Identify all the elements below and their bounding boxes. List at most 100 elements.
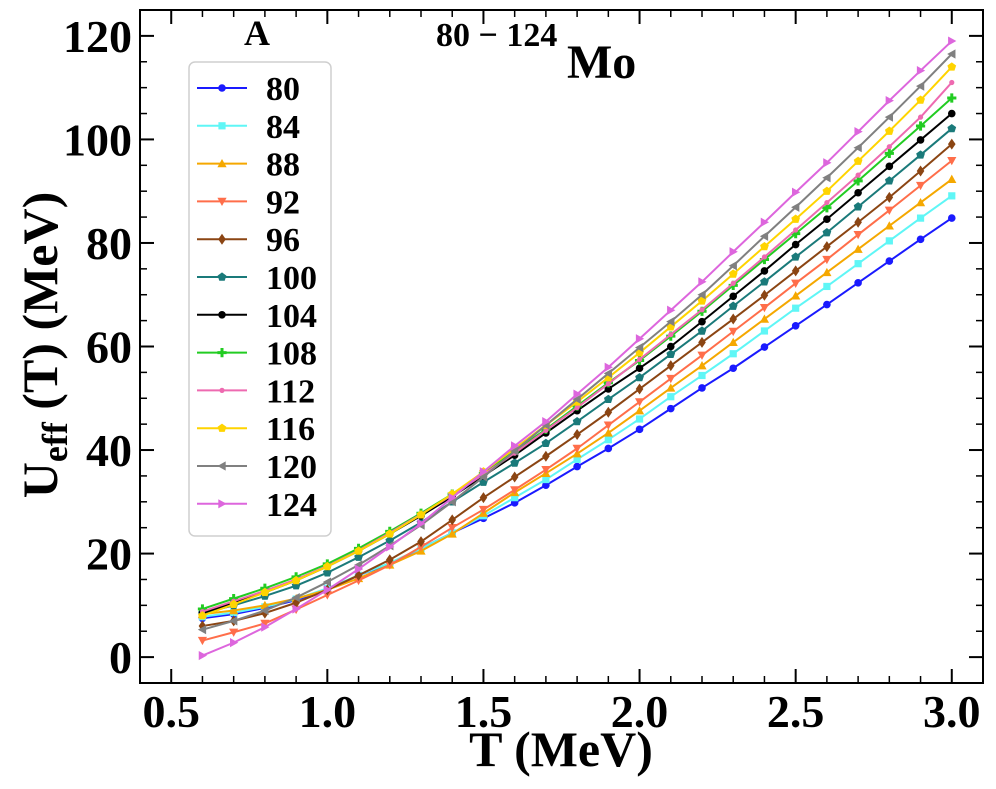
data-point-104	[760, 267, 769, 275]
x-tick-label: 0.5	[142, 686, 200, 737]
data-point-116	[198, 611, 207, 620]
y-axis-title-main: U	[12, 462, 68, 498]
data-point-116	[416, 510, 426, 519]
data-point-104	[916, 136, 925, 144]
y-tick-label: 40	[86, 425, 132, 476]
y-tick-label: 80	[86, 218, 132, 269]
data-point-96	[417, 536, 425, 548]
data-point-112	[761, 254, 768, 260]
y-axis-title-rest: (T) (MeV)	[12, 192, 68, 422]
data-point-116	[884, 126, 894, 135]
legend-item-80: 80	[197, 71, 300, 108]
data-point-120	[197, 625, 207, 635]
data-point-84	[885, 237, 893, 245]
data-point-96	[604, 406, 613, 418]
data-point-84	[916, 214, 925, 222]
data-point-124	[573, 389, 582, 399]
data-point-84	[635, 415, 644, 423]
data-point-124	[948, 36, 957, 46]
chart-title: 80 − 124 Mo	[436, 17, 636, 89]
data-point-112	[574, 404, 580, 411]
data-point-104	[947, 109, 956, 118]
data-point-120	[634, 342, 644, 353]
axis-ticks: 0.5 1.0 1.5 2.0 2.5 3.0 0 20 40 60 80 100 120	[63, 9, 984, 737]
x-tick-label: 1.5	[455, 686, 513, 737]
data-point-80	[854, 279, 862, 287]
data-point-124	[261, 622, 270, 632]
data-point-92	[822, 255, 832, 265]
data-point-88	[822, 267, 832, 277]
data-point-116	[853, 156, 863, 165]
data-point-96	[385, 554, 394, 566]
data-point-84	[542, 475, 550, 484]
data-point-120	[229, 616, 238, 626]
data-point-124	[885, 95, 894, 106]
data-point-96	[666, 360, 675, 372]
data-point-96	[198, 620, 207, 632]
data-point-112	[543, 427, 549, 433]
legend-item-92: 92	[197, 184, 300, 221]
data-point-108	[884, 148, 894, 159]
legend-label: 104	[266, 298, 317, 335]
data-point-104	[604, 385, 613, 393]
data-point-88	[447, 529, 457, 538]
data-point-112	[668, 331, 674, 338]
data-point-124	[916, 65, 926, 76]
data-point-92	[853, 230, 863, 240]
data-point-120	[728, 261, 737, 271]
data-point-92	[572, 444, 582, 454]
legend-item-88: 88	[197, 147, 300, 184]
data-point-124	[292, 604, 301, 614]
data-point-88	[603, 428, 613, 437]
data-point-120	[697, 290, 706, 300]
data-point-104	[885, 162, 894, 171]
data-point-96	[479, 492, 488, 504]
legend-swatch-marker	[218, 499, 227, 509]
data-point-124	[198, 650, 208, 661]
data-point-112	[855, 172, 861, 178]
data-point-116	[291, 575, 301, 585]
data-point-84	[573, 455, 581, 463]
data-point-112	[949, 79, 955, 86]
data-point-116	[947, 62, 957, 71]
x-tick-label: 3.0	[923, 686, 981, 737]
data-point-120	[510, 446, 519, 456]
data-point-80	[698, 384, 706, 392]
data-point-100	[947, 123, 957, 133]
data-point-112	[605, 381, 611, 387]
data-point-88	[666, 383, 676, 392]
data-point-96	[760, 289, 769, 301]
x-tick-label: 2.5	[767, 686, 825, 737]
data-point-124	[417, 518, 426, 529]
data-point-80	[729, 364, 738, 373]
data-point-100	[728, 301, 738, 310]
data-point-92	[666, 374, 676, 384]
data-point-116	[322, 561, 332, 571]
data-point-120	[853, 143, 862, 153]
legend-swatch-marker	[217, 423, 227, 432]
data-point-124	[448, 493, 457, 503]
data-point-96	[791, 265, 800, 277]
data-point-84	[667, 393, 675, 401]
legend-item-100: 100	[197, 260, 317, 297]
data-point-120	[447, 497, 456, 507]
data-point-84	[854, 260, 862, 268]
legend-label: 96	[266, 222, 300, 259]
data-point-124	[854, 127, 863, 137]
data-point-92	[915, 181, 926, 191]
data-point-80	[666, 404, 675, 413]
data-point-116	[385, 529, 395, 538]
legend-swatch-marker	[217, 461, 226, 471]
data-point-100	[666, 349, 676, 358]
data-point-92	[385, 561, 395, 570]
data-point-116	[260, 587, 270, 597]
y-tick-label: 60	[86, 322, 132, 373]
panel-label: A	[244, 13, 270, 53]
legend-swatch-marker	[218, 84, 226, 92]
data-point-112	[793, 227, 799, 233]
data-point-124	[542, 416, 551, 427]
series-124	[198, 36, 957, 661]
legend-box	[188, 61, 332, 537]
data-point-124	[698, 277, 707, 287]
data-point-112	[824, 199, 830, 206]
